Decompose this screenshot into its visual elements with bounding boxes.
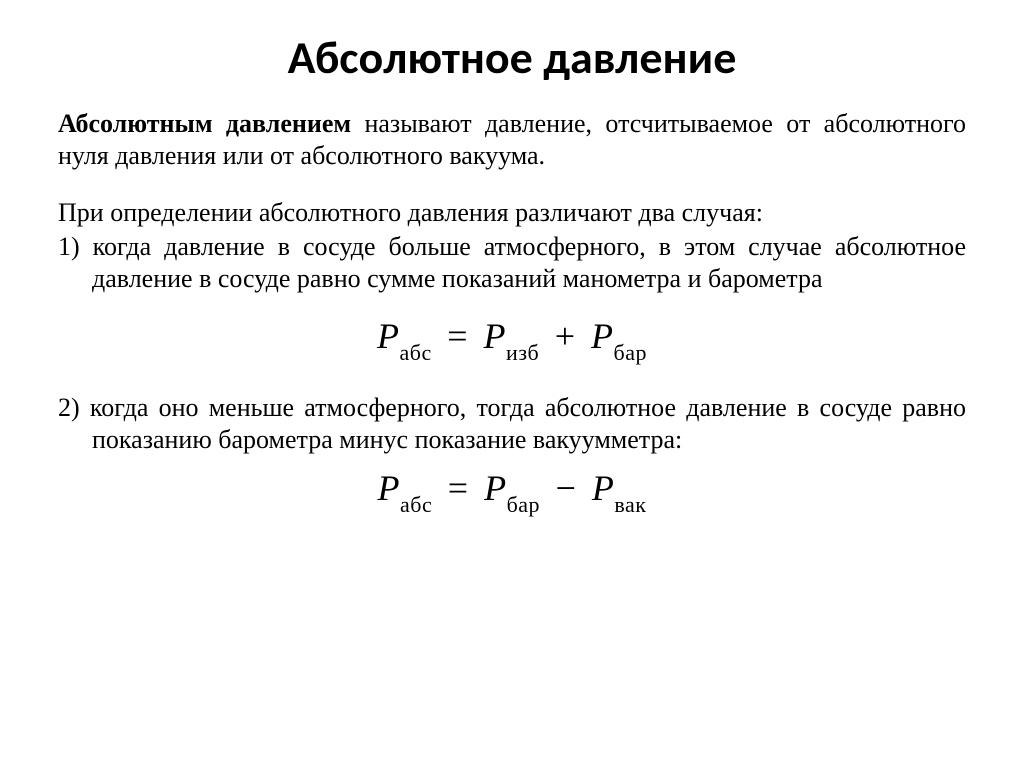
var-P: P [484, 316, 507, 356]
formula-1: Pабс = Pизб + Pбар [58, 315, 966, 362]
case-2-number: 2) [58, 393, 80, 422]
var-P: P [377, 316, 400, 356]
sub-abs: абс [400, 340, 432, 365]
case-1-text: когда давление в сосуде больше атмосферн… [92, 232, 966, 293]
case-1-number: 1) [58, 232, 80, 261]
equals-sign: = [441, 316, 474, 356]
definition-lead: Абсолютным давлением [58, 109, 351, 138]
formula-2: Pабс = Pбар − Pвак [58, 467, 966, 514]
cases-intro: При определении абсолютного давления раз… [58, 197, 966, 229]
case-2: 2) когда оно меньше атмосферного, тогда … [58, 392, 966, 455]
equals-sign: = [442, 468, 475, 508]
sub-abs: абс [400, 492, 432, 517]
sub-vak: вак [614, 492, 646, 517]
var-P: P [591, 316, 614, 356]
case-1: 1) когда давление в сосуде больше атмосф… [58, 231, 966, 294]
sub-bar: бар [507, 492, 540, 517]
var-P: P [378, 468, 401, 508]
case-2-text: когда оно меньше атмосферного, тогда абс… [90, 393, 966, 454]
minus-sign: − [550, 468, 583, 508]
sub-bar: бар [614, 340, 647, 365]
var-P: P [484, 468, 507, 508]
plus-sign: + [549, 316, 582, 356]
page-title: Абсолютное давление [58, 30, 966, 86]
sub-izb: изб [506, 340, 539, 365]
definition-paragraph: Абсолютным давлением называют давление, … [58, 108, 966, 171]
var-P: P [592, 468, 615, 508]
